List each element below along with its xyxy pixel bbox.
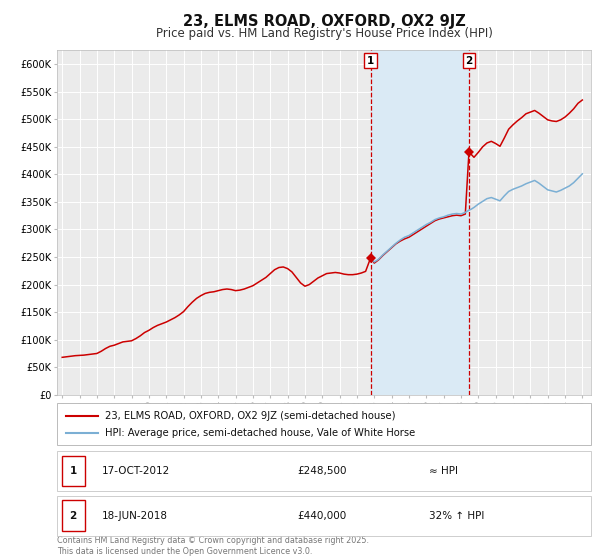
Text: Price paid vs. HM Land Registry's House Price Index (HPI): Price paid vs. HM Land Registry's House …	[155, 27, 493, 40]
Text: 23, ELMS ROAD, OXFORD, OX2 9JZ: 23, ELMS ROAD, OXFORD, OX2 9JZ	[182, 14, 466, 29]
Text: ≈ HPI: ≈ HPI	[429, 466, 458, 476]
Text: HPI: Average price, semi-detached house, Vale of White Horse: HPI: Average price, semi-detached house,…	[105, 428, 415, 438]
Text: 1: 1	[70, 466, 77, 476]
Text: 1: 1	[367, 55, 374, 66]
Text: Contains HM Land Registry data © Crown copyright and database right 2025.
This d: Contains HM Land Registry data © Crown c…	[57, 536, 369, 556]
Text: 2: 2	[70, 511, 77, 521]
Text: 23, ELMS ROAD, OXFORD, OX2 9JZ (semi-detached house): 23, ELMS ROAD, OXFORD, OX2 9JZ (semi-det…	[105, 411, 395, 421]
Text: £248,500: £248,500	[297, 466, 347, 476]
Text: 18-JUN-2018: 18-JUN-2018	[102, 511, 168, 521]
Text: 17-OCT-2012: 17-OCT-2012	[102, 466, 170, 476]
Text: 2: 2	[466, 55, 473, 66]
Text: £440,000: £440,000	[297, 511, 346, 521]
Bar	[371, 50, 469, 395]
Text: 32% ↑ HPI: 32% ↑ HPI	[429, 511, 484, 521]
